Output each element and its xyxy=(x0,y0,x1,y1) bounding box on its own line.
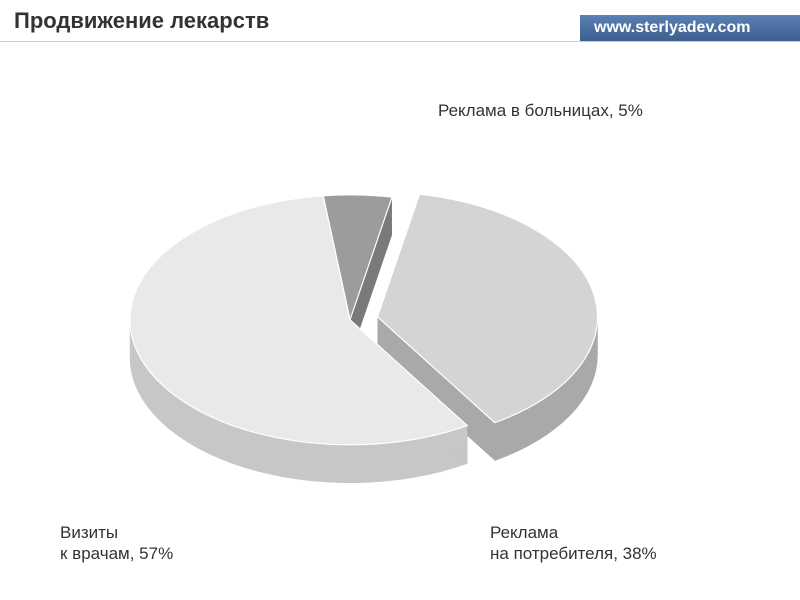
pie-slice-label: Визитык врачам, 57% xyxy=(60,522,173,565)
pie-chart-area: Визитык врачам, 57% Рекламана потребителя… xyxy=(0,42,800,600)
pie-slice-label: Рекламана потребителя, 38% xyxy=(490,522,657,565)
pie-slice-label: Реклама в больницах, 5% xyxy=(438,100,643,121)
pie-chart-svg xyxy=(0,30,800,590)
